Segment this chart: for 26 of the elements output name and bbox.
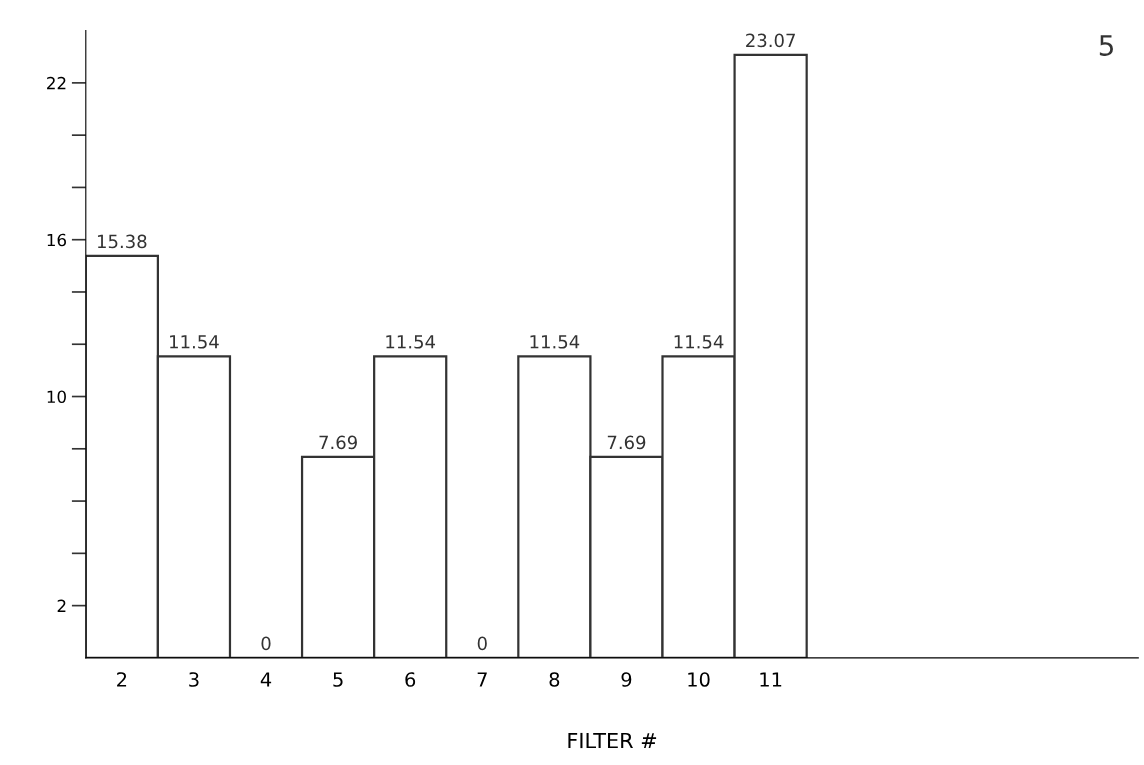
x-tick-label: 4: [260, 672, 272, 687]
x-tick-label: 7: [477, 672, 487, 687]
data-label: 11.54: [170, 335, 219, 349]
data-label: 15.38: [97, 234, 147, 249]
data-label: 11.54: [530, 335, 580, 349]
y-tick-label: 2: [57, 599, 66, 612]
x-axis-title: FILTER #: [568, 732, 657, 749]
y-tick-label: 10: [47, 390, 66, 404]
x-tick-label: 6: [405, 672, 416, 687]
y-tick-label: 22: [47, 76, 66, 90]
x-tick-label: 10: [688, 672, 710, 687]
x-tick-label: 3: [189, 672, 199, 687]
data-label: 11.54: [674, 335, 724, 349]
x-tick-label: 11: [760, 672, 782, 687]
data-label: 23.07: [746, 33, 795, 48]
data-label: 11.54: [386, 335, 436, 349]
data-label: 0: [261, 636, 271, 651]
data-label: 7.69: [607, 435, 646, 450]
x-tick-label: 8: [549, 672, 560, 687]
data-label: 7.69: [319, 435, 357, 450]
x-tick-label: 5: [333, 672, 343, 687]
x-tick-label: 9: [621, 672, 632, 687]
y-tick-label: 16: [47, 233, 66, 247]
text: 5: [1099, 35, 1113, 56]
x-tick-label: 2: [117, 672, 127, 687]
data-label: 0: [477, 636, 487, 651]
